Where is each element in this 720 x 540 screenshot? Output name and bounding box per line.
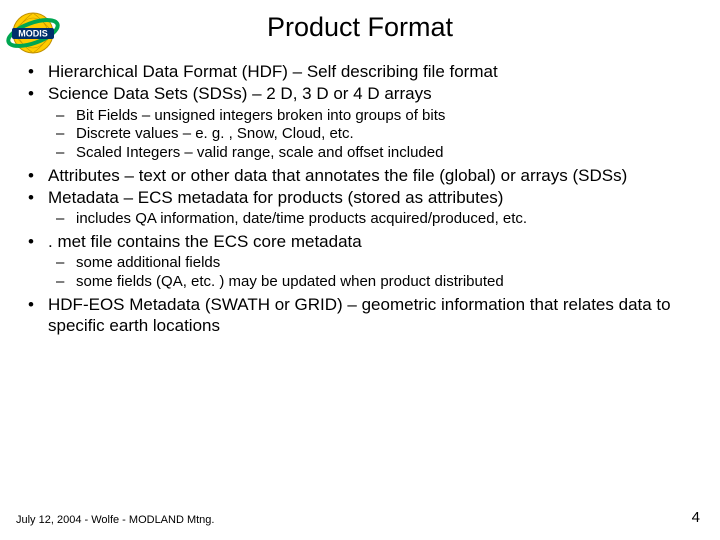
bullet-item: Attributes – text or other data that ann…: [20, 165, 700, 186]
bullet-text: Science Data Sets (SDSs) – 2 D, 3 D or 4…: [48, 84, 432, 103]
bullet-list: Hierarchical Data Format (HDF) – Self de…: [20, 61, 700, 336]
bullet-text: . met file contains the ECS core metadat…: [48, 232, 362, 251]
sub-bullet-list: some additional fields some fields (QA, …: [48, 254, 700, 292]
slide-number: 4: [692, 509, 700, 526]
sub-bullet-item: Scaled Integers – valid range, scale and…: [48, 144, 700, 163]
sub-bullet-list: Bit Fields – unsigned integers broken in…: [48, 107, 700, 163]
bullet-text: Attributes – text or other data that ann…: [48, 166, 627, 185]
bullet-item: HDF-EOS Metadata (SWATH or GRID) – geome…: [20, 294, 700, 337]
slide-content: Hierarchical Data Format (HDF) – Self de…: [0, 61, 720, 336]
footer-date-author: July 12, 2004 - Wolfe - MODLAND Mtng.: [16, 514, 214, 526]
bullet-text: Hierarchical Data Format (HDF) – Self de…: [48, 62, 498, 81]
slide-title: Product Format: [0, 0, 720, 61]
modis-logo: MODIS: [6, 6, 60, 60]
bullet-item: . met file contains the ECS core metadat…: [20, 231, 700, 292]
sub-bullet-item: some fields (QA, etc. ) may be updated w…: [48, 273, 700, 292]
bullet-item: Hierarchical Data Format (HDF) – Self de…: [20, 61, 700, 82]
sub-bullet-item: Discrete values – e. g. , Snow, Cloud, e…: [48, 125, 700, 144]
bullet-item: Metadata – ECS metadata for products (st…: [20, 187, 700, 229]
logo-text: MODIS: [18, 29, 48, 39]
sub-bullet-item: includes QA information, date/time produ…: [48, 210, 700, 229]
bullet-item: Science Data Sets (SDSs) – 2 D, 3 D or 4…: [20, 83, 700, 163]
sub-bullet-list: includes QA information, date/time produ…: [48, 210, 700, 229]
sub-bullet-item: some additional fields: [48, 254, 700, 273]
sub-bullet-item: Bit Fields – unsigned integers broken in…: [48, 107, 700, 126]
bullet-text: Metadata – ECS metadata for products (st…: [48, 188, 503, 207]
bullet-text: HDF-EOS Metadata (SWATH or GRID) – geome…: [48, 295, 671, 335]
